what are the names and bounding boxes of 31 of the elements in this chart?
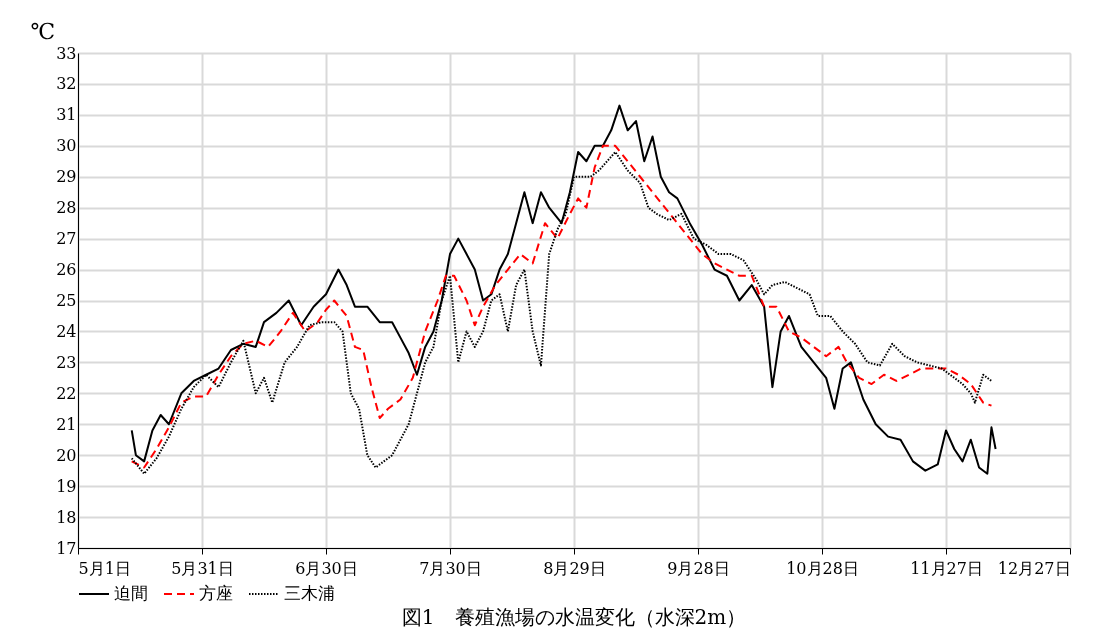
x-tick-label: 7月30日 [419, 558, 482, 578]
y-tick-label: 21 [56, 414, 77, 434]
y-tick-label: 30 [56, 136, 77, 156]
y-tick-label: 32 [56, 74, 77, 94]
y-tick-label: 23 [56, 352, 77, 372]
y-tick-label: 28 [56, 198, 77, 218]
y-tick-label: 25 [56, 291, 77, 310]
x-tick-label: 8月29日 [543, 558, 606, 578]
y-tick-label: 31 [56, 105, 77, 125]
y-tick-label: 22 [56, 383, 77, 403]
x-tick-label: 6月30日 [295, 558, 358, 578]
y-axis-title: ℃ [30, 18, 56, 44]
legend-label: 三木浦 [284, 583, 335, 603]
x-tick-label: 12月27日 [997, 558, 1071, 578]
text: 図1 養殖漁場の水温変化（水深2m） [401, 605, 747, 629]
x-tick-label: 5月1日 [78, 558, 131, 578]
y-tick-label: 19 [56, 476, 77, 496]
x-tick-label: 9月28日 [667, 558, 730, 578]
y-tick-label: 27 [56, 229, 77, 249]
x-tick-label: 10月28日 [786, 558, 859, 578]
y-tick-label: 26 [56, 260, 77, 280]
y-tick-label: 33 [56, 43, 77, 63]
x-tick-label: 11月27日 [910, 558, 983, 578]
y-tick-label: 20 [56, 445, 77, 465]
legend-label: 迫間 [114, 583, 148, 603]
y-tick-label: 24 [56, 321, 77, 341]
y-tick-label: 17 [56, 538, 77, 558]
y-tick-label: 18 [56, 507, 77, 527]
x-tick-label: 5月31日 [171, 558, 234, 578]
y-tick-label: 29 [56, 167, 77, 187]
legend-label: 方座 [199, 583, 233, 603]
